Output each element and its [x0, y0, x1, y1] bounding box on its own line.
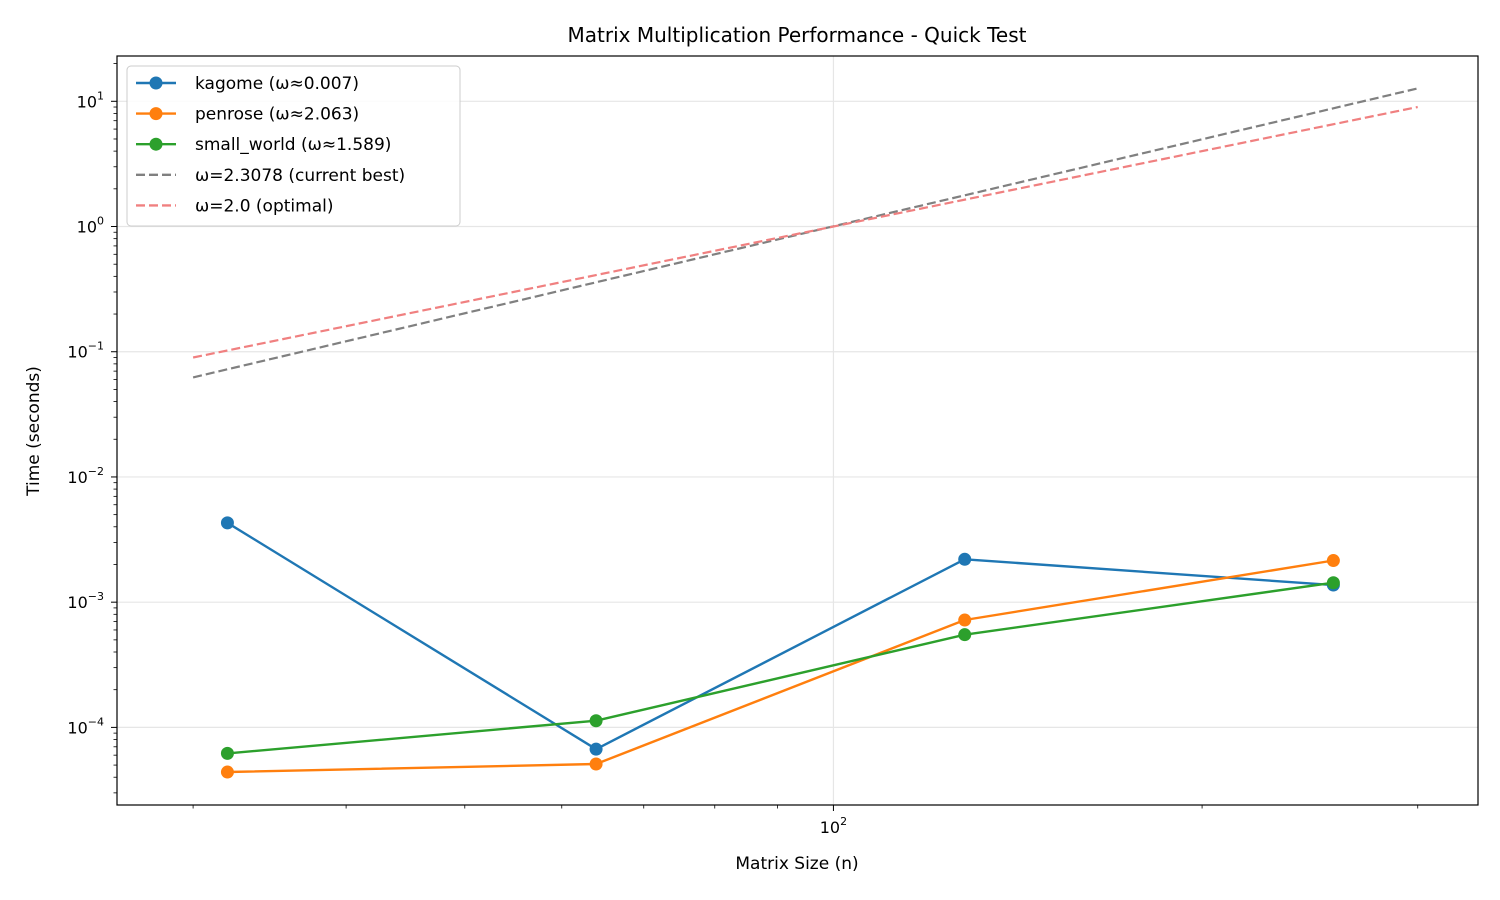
y-tick-exponent: −4: [88, 715, 104, 728]
series-line: [192, 105, 1418, 359]
data-series: [220, 516, 1340, 779]
x-tick-label: 102: [820, 815, 847, 837]
series-line: [226, 521, 1334, 751]
data-point: [220, 516, 234, 530]
legend-entry: kagome (ω≈0.007): [136, 74, 359, 94]
y-tick-base: 10: [77, 92, 97, 111]
y-tick-base: 10: [67, 343, 87, 362]
y-tick-label: 10−2: [67, 465, 104, 487]
y-tick-label: 101: [77, 89, 104, 111]
chart-title: Matrix Multiplication Performance - Quic…: [568, 23, 1027, 47]
data-point: [958, 552, 972, 566]
x-tick-base: 10: [820, 818, 840, 837]
legend-entry: small_world (ω≈1.589): [136, 135, 391, 155]
data-point: [1326, 554, 1340, 568]
data-point: [589, 742, 603, 756]
y-tick-base: 10: [77, 218, 97, 237]
data-point: [220, 746, 234, 760]
y-tick-exponent: 0: [97, 215, 104, 228]
y-tick-exponent: −1: [88, 340, 104, 353]
data-point: [958, 613, 972, 627]
y-tick-base: 10: [67, 593, 87, 612]
legend-box: [126, 65, 461, 227]
legend-label: ω=2.0 (optimal): [195, 196, 333, 216]
data-point: [220, 765, 234, 779]
series: [220, 554, 1340, 779]
data-point: [589, 757, 603, 771]
y-tick-base: 10: [67, 468, 87, 487]
legend-label: penrose (ω≈2.063): [195, 105, 359, 125]
legend-label: kagome (ω≈0.007): [195, 74, 359, 94]
grid: [117, 56, 1478, 805]
legend-label: ω=2.3078 (current best): [195, 166, 405, 186]
x-tick-exponent: 2: [840, 815, 847, 828]
y-tick-label: 10−4: [67, 715, 104, 737]
data-point: [589, 714, 603, 728]
reference-lines: [192, 87, 1418, 379]
y-tick-label: 10−1: [67, 340, 104, 362]
series: [220, 576, 1340, 760]
legend-marker: [149, 137, 163, 151]
y-tick-base: 10: [67, 718, 87, 737]
y-tick-exponent: 1: [97, 89, 104, 102]
data-point: [958, 628, 972, 642]
x-axis-label: Matrix Size (n): [735, 854, 858, 874]
legend-entry: penrose (ω≈2.063): [136, 105, 359, 125]
y-tick-label: 100: [77, 215, 104, 237]
y-tick-label: 10−3: [67, 590, 104, 612]
y-tick-exponent: −2: [88, 465, 104, 478]
legend-entry: ω=2.3078 (current best): [136, 166, 405, 186]
legend-marker: [149, 76, 163, 90]
y-tick-exponent: −3: [88, 590, 104, 603]
y-axis-label: Time (seconds): [24, 366, 44, 497]
series-line: [227, 559, 1334, 774]
legend-marker: [149, 107, 163, 121]
series-line: [227, 581, 1334, 755]
series: [192, 105, 1418, 359]
legend-entry: ω=2.0 (optimal): [136, 196, 333, 216]
data-point: [1326, 576, 1340, 590]
legend-label: small_world (ω≈1.589): [195, 135, 391, 155]
legend: kagome (ω≈0.007) penrose (ω≈2.063) small_w…: [126, 65, 461, 227]
plot-area-frame: [116, 55, 1479, 806]
